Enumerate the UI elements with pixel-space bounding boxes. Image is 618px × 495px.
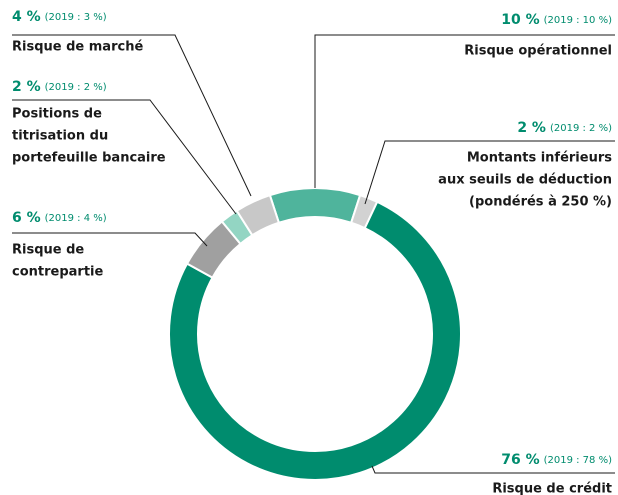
prior-year: (2019 : 2 %) (45, 82, 107, 93)
category-label: contrepartie (12, 265, 103, 280)
value-label: 2 % (2019 : 2 %) (517, 120, 612, 136)
percent: 6 % (12, 210, 41, 226)
prior-year: (2019 : 2 %) (550, 123, 612, 134)
category-label: Risque opérationnel (464, 44, 612, 59)
category-label: Montants inférieurs (467, 151, 612, 166)
leader-line (371, 465, 615, 474)
value-label: 76 % (2019 : 78 %) (501, 452, 612, 468)
percent: 4 % (12, 9, 41, 25)
donut-segment (268, 187, 362, 224)
leader-line (12, 34, 252, 197)
value-label: 6 % (2019 : 4 %) (12, 210, 107, 226)
leader-line (12, 99, 237, 215)
category-label: aux seuils de déduction (438, 173, 612, 188)
percent: 2 % (12, 79, 41, 95)
percent: 76 % (501, 452, 539, 468)
leader-line (364, 140, 615, 205)
donut-segment (168, 200, 462, 481)
percent: 10 % (501, 12, 539, 28)
leader-line (12, 232, 208, 247)
prior-year: (2019 : 10 %) (544, 15, 612, 26)
prior-year: (2019 : 4 %) (45, 213, 107, 224)
category-label: Risque de marché (12, 40, 143, 55)
category-label: Risque de (12, 243, 84, 258)
value-label: 2 % (2019 : 2 %) (12, 79, 107, 95)
donut-segment (235, 193, 281, 237)
prior-year: (2019 : 3 %) (45, 12, 107, 23)
value-label: 10 % (2019 : 10 %) (501, 12, 612, 28)
category-label: portefeuille bancaire (12, 151, 166, 166)
leader-line (314, 34, 615, 188)
category-label: Positions de (12, 107, 102, 122)
percent: 2 % (517, 120, 546, 136)
category-label: Risque de crédit (492, 482, 612, 495)
category-label: titrisation du (12, 129, 108, 144)
value-label: 4 % (2019 : 3 %) (12, 9, 107, 25)
prior-year: (2019 : 78 %) (544, 455, 612, 466)
category-label: (pondérés à 250 %) (469, 195, 612, 210)
